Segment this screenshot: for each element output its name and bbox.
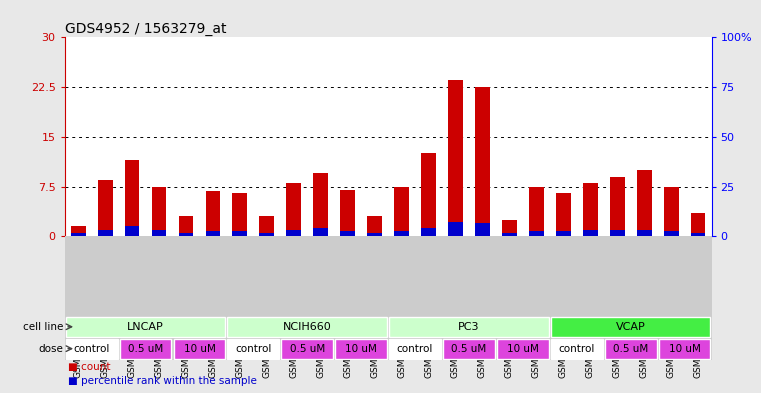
Bar xyxy=(691,233,705,236)
Text: 10 uM: 10 uM xyxy=(183,343,215,354)
Bar xyxy=(97,180,113,236)
Bar xyxy=(286,230,301,236)
Bar xyxy=(556,231,571,236)
Bar xyxy=(340,190,355,236)
Bar xyxy=(125,160,139,236)
Bar xyxy=(448,81,463,236)
Bar xyxy=(340,231,355,236)
Bar xyxy=(260,217,274,236)
Bar xyxy=(286,183,301,236)
Text: 0.5 uM: 0.5 uM xyxy=(128,343,163,354)
Bar xyxy=(205,231,221,236)
Bar xyxy=(314,228,328,236)
Text: ■ percentile rank within the sample: ■ percentile rank within the sample xyxy=(68,376,257,386)
Text: 10 uM: 10 uM xyxy=(345,343,377,354)
Bar xyxy=(691,213,705,236)
Bar xyxy=(583,183,597,236)
Bar xyxy=(475,223,490,236)
Text: control: control xyxy=(235,343,272,354)
Bar xyxy=(368,233,382,236)
Text: control: control xyxy=(397,343,433,354)
Bar xyxy=(368,217,382,236)
Bar xyxy=(529,187,544,236)
Bar xyxy=(475,87,490,236)
Text: control: control xyxy=(74,343,110,354)
Bar xyxy=(448,222,463,236)
Bar xyxy=(65,339,117,359)
Bar xyxy=(556,193,571,236)
Text: dose: dose xyxy=(39,343,63,354)
Bar xyxy=(394,231,409,236)
Bar xyxy=(179,217,193,236)
Bar xyxy=(610,176,625,236)
Bar xyxy=(314,173,328,236)
Bar xyxy=(336,339,387,359)
Bar xyxy=(637,170,651,236)
Bar xyxy=(260,233,274,236)
Bar xyxy=(551,317,711,337)
Bar xyxy=(71,233,85,236)
Bar xyxy=(389,339,441,359)
Bar xyxy=(551,339,603,359)
Bar xyxy=(151,187,167,236)
Bar xyxy=(664,187,679,236)
Text: GDS4952 / 1563279_at: GDS4952 / 1563279_at xyxy=(65,22,226,36)
Text: NCIH660: NCIH660 xyxy=(283,322,332,332)
Bar xyxy=(610,230,625,236)
Bar xyxy=(664,231,679,236)
Text: 10 uM: 10 uM xyxy=(669,343,701,354)
Bar xyxy=(529,231,544,236)
Text: LNCAP: LNCAP xyxy=(127,322,164,332)
Bar xyxy=(228,317,387,337)
Bar xyxy=(443,339,495,359)
Bar xyxy=(97,230,113,236)
Bar xyxy=(119,339,171,359)
Text: ■ count: ■ count xyxy=(68,362,111,373)
Text: 0.5 uM: 0.5 uM xyxy=(613,343,648,354)
Bar xyxy=(637,230,651,236)
Bar xyxy=(179,233,193,236)
Bar xyxy=(71,226,85,236)
Bar xyxy=(421,153,436,236)
Bar xyxy=(125,226,139,236)
Bar xyxy=(174,339,225,359)
Bar xyxy=(659,339,711,359)
Bar xyxy=(232,193,247,236)
Bar xyxy=(282,339,333,359)
Text: PC3: PC3 xyxy=(458,322,479,332)
Bar xyxy=(389,317,549,337)
Text: VCAP: VCAP xyxy=(616,322,645,332)
Text: 10 uM: 10 uM xyxy=(507,343,539,354)
Text: cell line: cell line xyxy=(23,322,63,332)
Bar xyxy=(228,339,279,359)
Bar xyxy=(65,317,225,337)
Text: 0.5 uM: 0.5 uM xyxy=(451,343,486,354)
Bar xyxy=(232,231,247,236)
Bar xyxy=(394,187,409,236)
Bar xyxy=(205,191,221,236)
Bar xyxy=(583,230,597,236)
Text: control: control xyxy=(559,343,595,354)
Text: 0.5 uM: 0.5 uM xyxy=(290,343,325,354)
Bar xyxy=(605,339,657,359)
Bar xyxy=(497,339,549,359)
Bar xyxy=(502,220,517,236)
Bar xyxy=(421,228,436,236)
Bar xyxy=(151,230,167,236)
Bar xyxy=(502,233,517,236)
